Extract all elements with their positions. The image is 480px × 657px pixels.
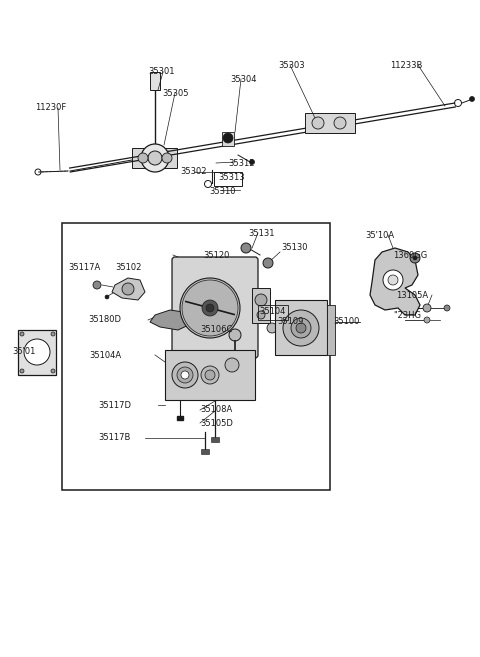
Circle shape bbox=[205, 370, 215, 380]
Polygon shape bbox=[370, 248, 420, 315]
Bar bbox=[258, 305, 288, 320]
Text: 35312: 35312 bbox=[228, 158, 254, 168]
Text: 13105A: 13105A bbox=[396, 290, 428, 300]
Circle shape bbox=[388, 275, 398, 285]
Circle shape bbox=[202, 300, 218, 316]
Bar bbox=[327, 305, 335, 355]
Circle shape bbox=[250, 160, 254, 164]
Text: 35105D: 35105D bbox=[200, 419, 233, 428]
Circle shape bbox=[291, 318, 311, 338]
Text: 35'01: 35'01 bbox=[12, 348, 36, 357]
Polygon shape bbox=[112, 278, 145, 300]
Circle shape bbox=[51, 332, 55, 336]
Text: 35102: 35102 bbox=[115, 263, 142, 273]
Polygon shape bbox=[150, 310, 195, 330]
Circle shape bbox=[410, 253, 420, 263]
Bar bbox=[150, 72, 160, 90]
Circle shape bbox=[229, 329, 241, 341]
Circle shape bbox=[424, 317, 430, 323]
Circle shape bbox=[182, 280, 238, 336]
Circle shape bbox=[138, 153, 148, 163]
Text: 35180D: 35180D bbox=[88, 315, 121, 325]
Text: 35117A: 35117A bbox=[68, 263, 100, 273]
Text: 35'10A: 35'10A bbox=[365, 231, 394, 240]
Circle shape bbox=[383, 270, 403, 290]
Text: 35302: 35302 bbox=[180, 168, 206, 177]
Circle shape bbox=[172, 362, 198, 388]
Circle shape bbox=[181, 371, 189, 379]
Circle shape bbox=[177, 367, 193, 383]
Circle shape bbox=[444, 305, 450, 311]
Bar bbox=[18, 330, 56, 375]
Bar bbox=[201, 449, 209, 454]
FancyBboxPatch shape bbox=[172, 257, 258, 358]
Text: 35303: 35303 bbox=[278, 60, 305, 70]
Bar bbox=[177, 416, 183, 420]
Circle shape bbox=[162, 153, 172, 163]
Text: 35301: 35301 bbox=[148, 68, 175, 76]
Text: 35130: 35130 bbox=[281, 244, 308, 252]
Bar bbox=[132, 148, 177, 168]
Text: 35100: 35100 bbox=[333, 317, 360, 327]
Bar bbox=[62, 223, 330, 490]
Circle shape bbox=[334, 117, 346, 129]
Text: 35310: 35310 bbox=[209, 187, 236, 196]
Circle shape bbox=[180, 278, 240, 338]
Text: 35117D: 35117D bbox=[98, 401, 131, 409]
Text: 35104A: 35104A bbox=[89, 350, 121, 359]
Text: ''23HG: ''23HG bbox=[393, 311, 421, 319]
Circle shape bbox=[263, 258, 273, 268]
Text: 35120: 35120 bbox=[203, 250, 229, 260]
Text: 35304: 35304 bbox=[230, 74, 256, 83]
Bar bbox=[222, 132, 234, 146]
Circle shape bbox=[141, 144, 169, 172]
Bar bbox=[252, 288, 270, 323]
Circle shape bbox=[24, 339, 50, 365]
Circle shape bbox=[255, 294, 267, 306]
Text: 35131: 35131 bbox=[248, 229, 275, 237]
Circle shape bbox=[20, 369, 24, 373]
Circle shape bbox=[225, 358, 239, 372]
Text: 35117B: 35117B bbox=[98, 434, 131, 443]
Bar bbox=[211, 437, 219, 442]
Circle shape bbox=[20, 332, 24, 336]
Text: 11233B: 11233B bbox=[390, 60, 422, 70]
Circle shape bbox=[267, 323, 277, 333]
Bar bbox=[275, 300, 327, 355]
Circle shape bbox=[413, 256, 417, 260]
Text: 35108A: 35108A bbox=[200, 405, 232, 415]
Circle shape bbox=[296, 323, 306, 333]
Circle shape bbox=[201, 366, 219, 384]
Circle shape bbox=[206, 304, 214, 312]
Circle shape bbox=[51, 369, 55, 373]
Circle shape bbox=[283, 310, 319, 346]
Text: 35305: 35305 bbox=[162, 89, 189, 97]
Circle shape bbox=[122, 283, 134, 295]
Text: 11230F: 11230F bbox=[35, 104, 66, 112]
Circle shape bbox=[469, 97, 475, 101]
Circle shape bbox=[105, 295, 109, 299]
Text: 35109: 35109 bbox=[277, 317, 303, 327]
Text: 1360GG: 1360GG bbox=[393, 250, 427, 260]
Bar bbox=[305, 113, 355, 133]
Circle shape bbox=[257, 311, 265, 319]
Bar bbox=[165, 350, 255, 400]
Text: 35104: 35104 bbox=[259, 307, 286, 315]
Circle shape bbox=[148, 151, 162, 165]
Circle shape bbox=[241, 243, 251, 253]
Bar bbox=[214, 172, 242, 186]
Circle shape bbox=[93, 281, 101, 289]
Circle shape bbox=[223, 133, 233, 143]
Text: 35313: 35313 bbox=[218, 173, 245, 181]
Text: 35106C: 35106C bbox=[200, 325, 232, 334]
Circle shape bbox=[312, 117, 324, 129]
Circle shape bbox=[423, 304, 431, 312]
